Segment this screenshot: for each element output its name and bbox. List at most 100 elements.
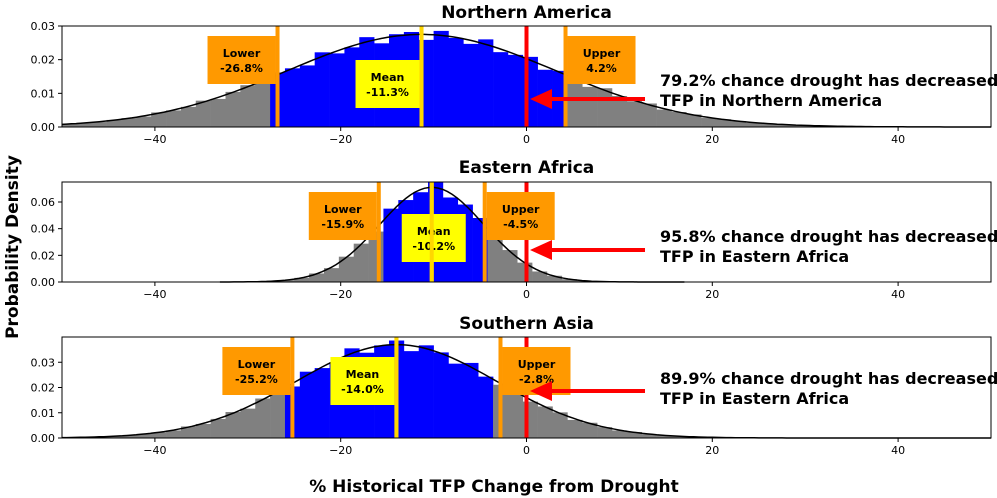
histogram-bar [279, 280, 295, 282]
histogram-bar [656, 435, 672, 438]
histogram-bar [91, 122, 107, 127]
histogram-bar [502, 250, 518, 282]
y-tick-label: 0.01 [31, 87, 56, 100]
y-tick-label: 0.02 [31, 249, 56, 262]
histogram-bar [760, 123, 776, 127]
x-tick-label: 0 [523, 133, 530, 146]
lower-box-value: -26.8% [220, 62, 263, 75]
histogram-bar [180, 106, 197, 127]
histogram-bar [338, 256, 355, 282]
histogram-bar [136, 116, 152, 127]
lower-label-box: Lower -26.8% [207, 36, 276, 84]
x-tick-label: −20 [329, 288, 352, 301]
upper-box-title: Upper [583, 47, 621, 60]
lower-box-value: -15.9% [321, 218, 364, 231]
y-tick-label: 0.00 [31, 121, 56, 134]
histogram-bar [582, 422, 598, 438]
annotation-arrow-head [530, 240, 552, 260]
histogram-bar [240, 408, 256, 438]
lower-label-box: Lower -15.9% [308, 192, 377, 240]
x-tick-label: 40 [891, 288, 905, 301]
histogram-bar [314, 368, 330, 438]
upper-box-bg [567, 36, 636, 84]
panel-title: Northern America [441, 3, 612, 23]
x-tick-label: 40 [891, 444, 905, 457]
histogram-bar [463, 362, 479, 438]
histogram-bar [403, 351, 420, 438]
histogram-bar [597, 88, 613, 127]
panel-0: Northern America Lower -26.8% Upper 4.2% Mean… [31, 3, 997, 146]
histogram-bar [626, 101, 642, 127]
histogram-bar [552, 412, 568, 438]
mean-box-title: Mean [346, 368, 380, 381]
annotation-line1: 79.2% chance drought has decreased [660, 71, 997, 90]
x-tick-label: −20 [329, 133, 352, 146]
y-tick-label: 0.06 [31, 196, 56, 209]
histogram-bar [309, 273, 325, 282]
x-tick-label: 20 [705, 288, 719, 301]
x-tick-label: 0 [523, 288, 530, 301]
histogram-bar [448, 37, 464, 128]
upper-box-bg [486, 192, 555, 240]
histogram-bar [62, 123, 78, 127]
upper-box-bg [502, 347, 571, 395]
panel-title: Eastern Africa [459, 158, 595, 178]
annotation-line1: 89.9% chance drought has decreased [660, 369, 997, 388]
histogram-bar [790, 125, 806, 127]
y-tick-label: 0.04 [31, 223, 56, 236]
histogram-bar [353, 243, 369, 282]
histogram-bar [701, 118, 717, 127]
panel-1: Eastern AfricaLower-15.9%Upper-4.5%Mean-… [31, 158, 997, 301]
histogram-bar [507, 54, 524, 128]
annotation-line2: TFP in Eastern Africa [660, 389, 849, 408]
x-tick-label: 20 [705, 444, 719, 457]
histogram-bar [76, 122, 93, 127]
histogram-bar [478, 39, 494, 127]
histogram-bar [240, 85, 256, 127]
histogram-bar [507, 389, 524, 438]
lower-box-value: -25.2% [235, 373, 278, 386]
lower-box-bg [207, 36, 276, 84]
histogram-bar [716, 119, 732, 127]
annotation-line2: TFP in Northern America [660, 91, 882, 110]
histogram-bar [195, 100, 211, 127]
histogram-bar [671, 112, 687, 127]
upper-label-box: Upper -2.8% [502, 347, 571, 395]
y-tick-label: 0.01 [31, 407, 56, 420]
histogram-bar [121, 118, 137, 127]
histogram-bar [567, 77, 583, 127]
panel-title: Southern Asia [459, 314, 594, 334]
histogram-bar [537, 406, 553, 438]
annotation-arrow-head [530, 89, 552, 109]
histogram-bar [195, 423, 211, 438]
upper-label-box: Upper 4.2% [567, 36, 636, 84]
histogram-bar [106, 436, 122, 438]
histogram-bar [487, 239, 503, 282]
lower-box-title: Lower [223, 47, 261, 60]
histogram-bar [106, 119, 122, 127]
histogram-bar [433, 30, 449, 128]
histogram-bar [775, 124, 791, 127]
histogram-bar [323, 268, 340, 282]
y-tick-label: 0.00 [31, 276, 56, 289]
histogram-bar [121, 435, 137, 438]
histogram-bar [383, 208, 399, 282]
mean-box-bg [355, 60, 420, 108]
mean-box-value: -11.3% [366, 86, 409, 99]
histogram-bar [299, 65, 315, 127]
lower-box-title: Lower [324, 203, 362, 216]
mean-box-title: Mean [371, 71, 405, 84]
mean-box-value: -14.0% [341, 383, 384, 396]
x-tick-label: −20 [329, 444, 352, 457]
histogram-bar [730, 121, 747, 127]
histogram-bar [656, 109, 672, 127]
histogram-bar [597, 427, 613, 438]
x-tick-label: 0 [523, 444, 530, 457]
histogram-bar [166, 110, 182, 127]
histogram-bar [225, 412, 241, 438]
histogram-bar [180, 426, 197, 438]
x-axis-label: % Historical TFP Change from Drought [309, 477, 679, 497]
histogram-bar [546, 275, 563, 282]
mean-box-bg [330, 357, 395, 405]
